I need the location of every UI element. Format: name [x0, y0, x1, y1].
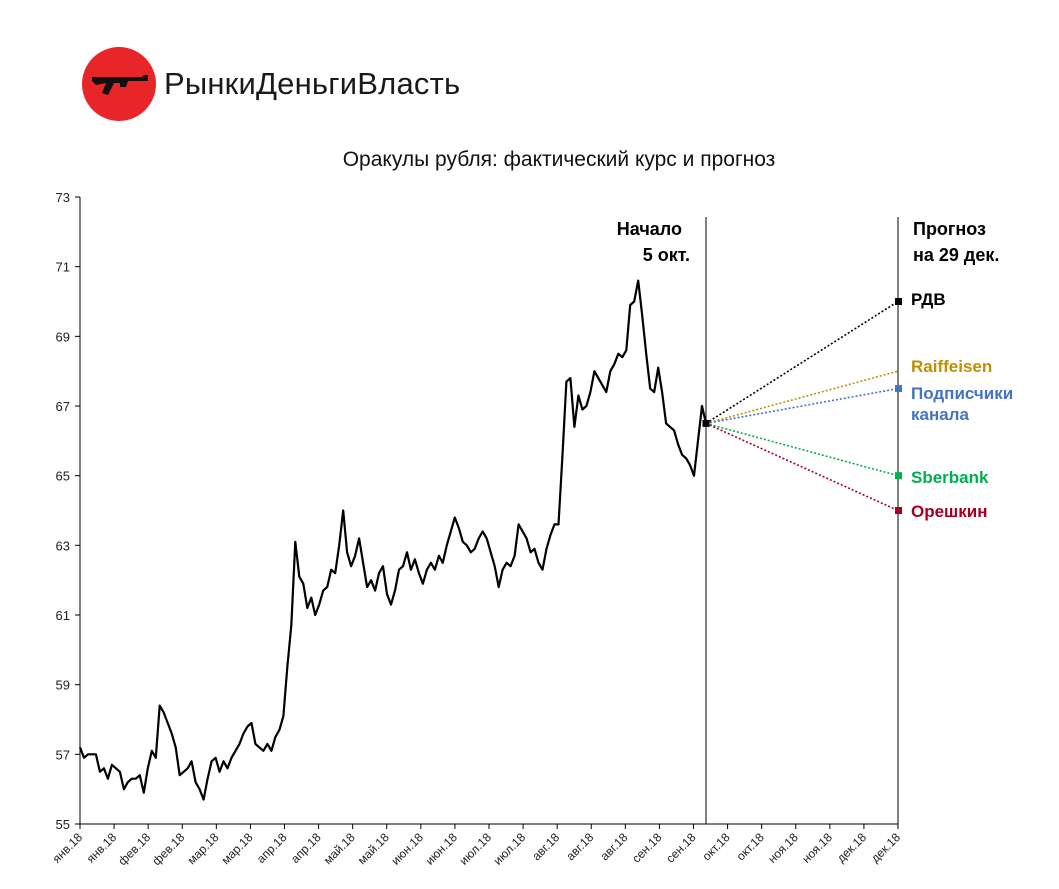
forecast-marker: [895, 472, 902, 480]
x-tick-label: апр.18: [254, 830, 290, 866]
x-tick-label: авг.18: [529, 830, 562, 863]
y-tick-label: 59: [56, 678, 70, 693]
forecast-marker: [895, 507, 902, 514]
x-axis: янв.18янв.18фев.18фев.18мар.18мар.18апр.…: [50, 824, 903, 868]
y-tick-label: 63: [56, 538, 70, 553]
y-tick-label: 65: [56, 469, 70, 484]
x-tick-label: янв.18: [50, 830, 86, 866]
y-tick-label: 55: [56, 817, 70, 832]
forecast-line: [705, 422, 899, 477]
forecast-group: РДВ Raiffeisen Подписчики канала Sberbank Оре…: [702, 290, 1013, 521]
axes: [79, 197, 898, 825]
brand-name: РынкиДеньгиВласть: [164, 66, 461, 101]
y-tick-label: 71: [56, 260, 70, 275]
x-tick-label: май.18: [321, 830, 358, 867]
forecast-label: Sberbank: [911, 468, 989, 487]
forecast-annotation: Прогноз на 29 дек.: [913, 219, 999, 265]
x-tick-label: фев.18: [149, 830, 187, 868]
x-tick-label: мар.18: [219, 830, 256, 867]
y-tick-label: 73: [56, 190, 70, 205]
x-tick-label: май.18: [355, 830, 392, 867]
annotations: Начало 5 окт. Прогноз на 29 дек.: [617, 219, 1000, 265]
y-tick-label: 67: [56, 399, 70, 414]
x-tick-label: ноя.18: [765, 830, 801, 866]
x-tick-label: июл.18: [457, 830, 495, 868]
y-tick-label: 61: [56, 608, 70, 623]
forecast-label: Raiffeisen: [911, 357, 992, 376]
x-tick-label: сен.18: [663, 830, 699, 866]
start-annotation: Начало 5 окт.: [617, 219, 690, 265]
y-tick-label: 57: [56, 747, 70, 762]
forecast-line: [705, 387, 899, 425]
x-tick-label: июл.18: [491, 830, 529, 868]
x-tick-label: дек.18: [868, 830, 903, 865]
start-marker: [702, 419, 710, 427]
x-tick-label: авг.18: [563, 830, 596, 863]
x-tick-label: окт.18: [700, 830, 733, 863]
chart-title: Оракулы рубля: фактический курс и прогно…: [343, 148, 776, 171]
x-tick-label: окт.18: [734, 830, 767, 863]
forecast-label: РДВ: [911, 290, 946, 309]
x-tick-label: авг.18: [597, 830, 630, 863]
rifle-icon: [92, 75, 148, 95]
forecast-line: [705, 422, 899, 512]
forecast-marker: [895, 385, 902, 393]
forecast-label: Подписчики канала: [911, 384, 1013, 424]
x-tick-label: фев.18: [115, 830, 153, 868]
usd-rub-line: [78, 279, 708, 801]
x-tick-label: ноя.18: [799, 830, 835, 866]
x-tick-label: июн.18: [388, 830, 426, 868]
y-axis: 55 57 59 61 63 65 67 69 71 73: [56, 190, 80, 832]
x-tick-label: сен.18: [629, 830, 665, 866]
forecast-line: [705, 300, 899, 425]
y-tick-label: 69: [56, 329, 70, 344]
forecast-line: [705, 370, 899, 425]
plot-area: [78, 217, 899, 824]
x-tick-label: апр.18: [288, 830, 324, 866]
brand-logo: [82, 47, 156, 121]
x-tick-label: дек.18: [834, 830, 869, 865]
x-tick-label: мар.18: [184, 830, 221, 867]
forecast-label: Орешкин: [911, 502, 987, 521]
x-tick-label: янв.18: [84, 830, 120, 866]
x-tick-label: июн.18: [423, 830, 461, 868]
forecast-marker: [895, 298, 902, 305]
